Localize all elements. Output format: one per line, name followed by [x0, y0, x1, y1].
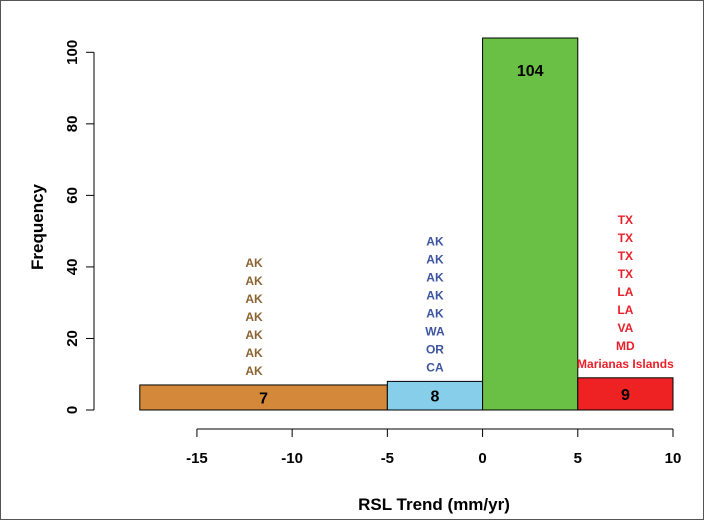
x-tick-label: -5	[381, 450, 394, 467]
state-annotation: LA	[617, 303, 633, 317]
x-tick-label: 0	[478, 450, 486, 467]
histogram-bar	[577, 377, 674, 411]
x-tick-label: -10	[281, 450, 303, 467]
state-annotation: Marianas Islands	[577, 357, 674, 371]
state-annotation: TX	[618, 249, 633, 263]
x-tick-label: -15	[186, 450, 208, 467]
y-axis-title: Frequency	[28, 183, 47, 270]
bar-count-label: 7	[259, 390, 268, 407]
state-annotation: AK	[245, 274, 263, 288]
state-annotation: AK	[245, 364, 263, 378]
bar-count-label: 9	[621, 387, 630, 404]
state-annotation: AK	[426, 270, 444, 284]
state-annotation: AK	[426, 288, 444, 302]
state-annotation: WA	[425, 324, 445, 338]
x-tick-label: 5	[574, 450, 582, 467]
state-annotation: AK	[245, 346, 263, 360]
state-annotation: AK	[245, 292, 263, 306]
bar-count-label: 8	[431, 389, 440, 406]
state-annotation: OR	[426, 342, 444, 356]
state-annotation: AK	[426, 252, 444, 266]
bar-count-label: 104	[517, 63, 544, 80]
state-annotation: TX	[618, 213, 633, 227]
x-tick-label: 10	[665, 450, 682, 467]
state-annotation: AK	[245, 256, 263, 270]
state-annotation: AK	[245, 328, 263, 342]
state-annotation: CA	[426, 360, 444, 374]
y-tick-label: 20	[64, 330, 81, 347]
x-axis-title: RSL Trend (mm/yr)	[358, 495, 510, 514]
state-annotation: AK	[426, 234, 444, 248]
bars: 7 8 104 9	[139, 37, 674, 411]
histogram-bar	[482, 37, 579, 411]
y-tick-label: 100	[64, 40, 81, 65]
state-annotation: LA	[617, 285, 633, 299]
y-axis: 0 20 40 60 80 100	[64, 40, 95, 414]
state-annotation: AK	[245, 310, 263, 324]
y-tick-label: 80	[64, 116, 81, 133]
state-annotation: TX	[618, 267, 633, 281]
state-annotation: VA	[618, 321, 634, 335]
annotations: AK AK AK AK AK AK AK AK AK AK AK AK WA OR CA TX TX TX TX LA…	[245, 213, 674, 378]
state-annotation: MD	[616, 339, 635, 353]
y-tick-label: 0	[64, 406, 81, 414]
state-annotation: AK	[426, 306, 444, 320]
state-annotation: TX	[618, 231, 633, 245]
y-tick-label: 40	[64, 259, 81, 276]
y-tick-label: 60	[64, 187, 81, 204]
x-axis: -15 -10 -5 0 5 10	[186, 428, 682, 467]
